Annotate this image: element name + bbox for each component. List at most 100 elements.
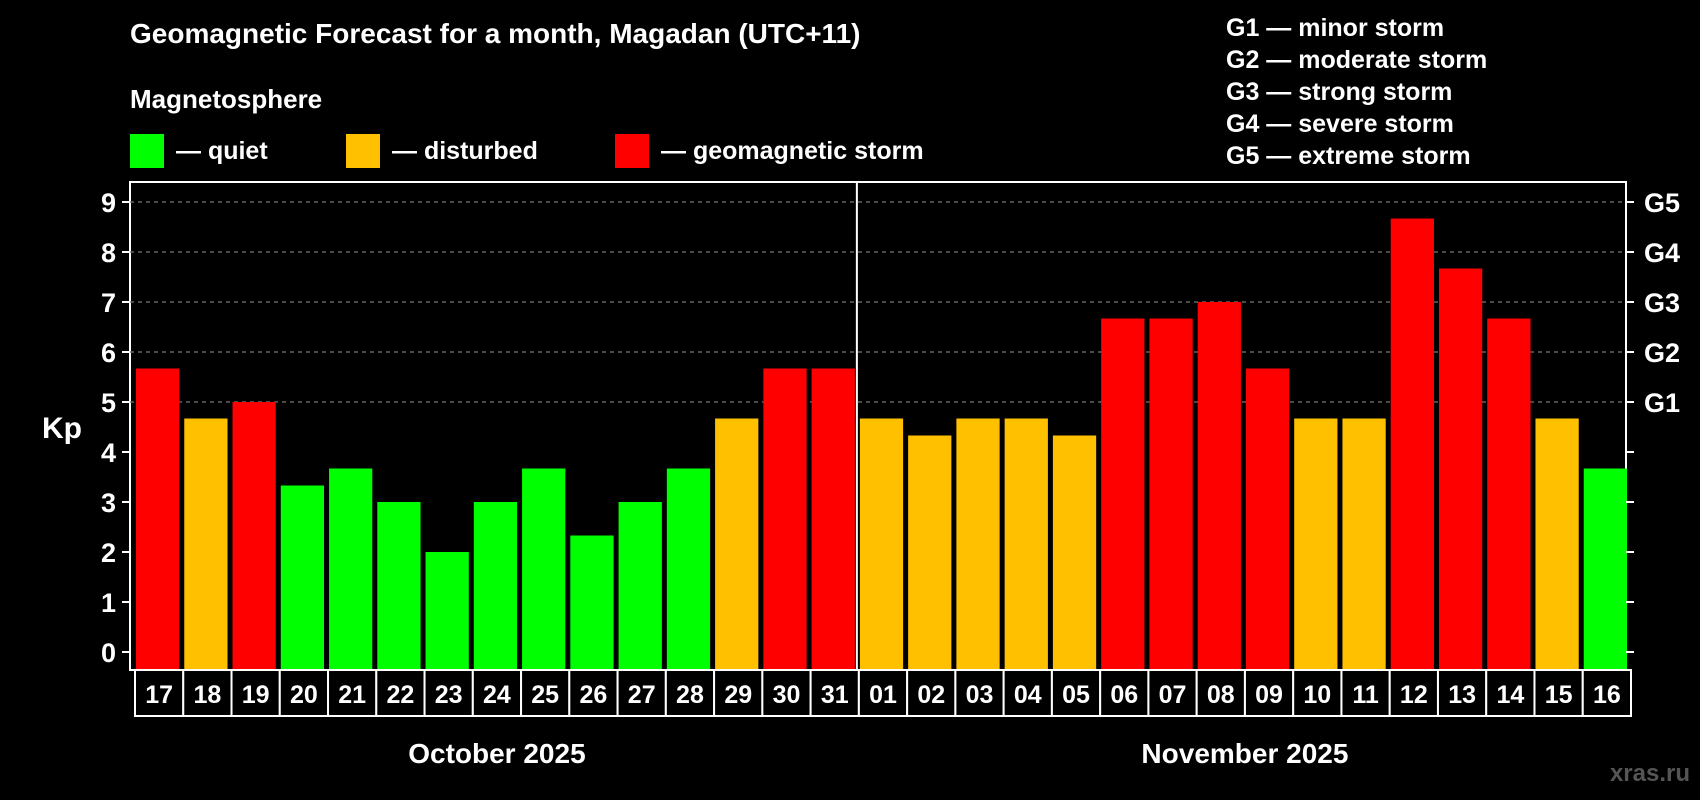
date-cell-24 (471, 669, 523, 717)
date-cell-07 (1147, 669, 1198, 717)
storm-level-g1: G1 — minor storm (1226, 14, 1445, 42)
date-cell-29 (713, 669, 764, 717)
date-label: 15 (1545, 681, 1573, 709)
y-tick-label: 0 (101, 638, 116, 668)
date-label: 05 (1062, 681, 1090, 709)
storm-level-g4: G4 — severe storm (1226, 110, 1454, 138)
g-level-label: G1 (1644, 388, 1680, 418)
date-cell-20 (278, 669, 330, 717)
bar-25 (522, 468, 566, 670)
date-cell-16 (1581, 669, 1633, 717)
bar-16 (1583, 468, 1627, 670)
bar-10 (1294, 418, 1338, 670)
date-cell-01 (857, 669, 909, 717)
legend-item-quiet: — quiet (130, 134, 268, 168)
date-label: 11 (1352, 681, 1379, 709)
legend-item-storm: — geomagnetic storm (615, 134, 924, 168)
date-label: 25 (531, 681, 559, 709)
y-tick-label: 9 (101, 188, 116, 218)
bar-09 (1245, 368, 1290, 670)
bar-12 (1390, 218, 1434, 670)
bar-05 (1052, 435, 1097, 670)
date-label: 06 (1110, 681, 1138, 709)
date-label: 02 (917, 681, 945, 709)
date-cell-09 (1243, 669, 1295, 717)
bar-04 (1004, 418, 1048, 670)
bar-03 (956, 418, 1000, 670)
legend-heading: Magnetosphere (130, 84, 323, 114)
date-label: 01 (869, 681, 897, 709)
bar-17 (136, 368, 180, 670)
bar-18 (184, 418, 228, 670)
g-level-label: G5 (1644, 188, 1680, 218)
date-label: 08 (1207, 681, 1235, 709)
date-label: 10 (1303, 681, 1331, 709)
date-label: 18 (193, 681, 221, 709)
date-cell-06 (1099, 669, 1150, 717)
date-label: 12 (1400, 681, 1428, 709)
date-label: 26 (580, 681, 608, 709)
y-tick-label: 7 (101, 288, 116, 318)
month-label: November 2025 (1141, 738, 1348, 769)
bar-28 (666, 468, 711, 670)
y-tick-label: 1 (101, 588, 116, 618)
legend-label-storm: — geomagnetic storm (661, 136, 924, 165)
bar-01 (859, 418, 904, 670)
bar-13 (1438, 268, 1483, 670)
legend-item-disturbed: — disturbed (346, 134, 538, 168)
date-label: 19 (242, 681, 270, 709)
bar-30 (763, 368, 807, 670)
bar-19 (232, 402, 276, 670)
bar-22 (377, 502, 421, 670)
storm-level-g2: G2 — moderate storm (1226, 46, 1488, 74)
date-label: 31 (821, 681, 849, 709)
bar-14 (1487, 318, 1531, 670)
y-tick-label: 3 (101, 488, 116, 518)
date-cell-21 (327, 669, 378, 717)
y-tick-label: 8 (101, 238, 116, 268)
date-cell-27 (616, 669, 667, 717)
legend-swatch-quiet (130, 134, 164, 168)
bar-29 (715, 418, 759, 670)
bar-15 (1535, 418, 1579, 670)
chart-title: Geomagnetic Forecast for a month, Magada… (130, 18, 861, 49)
date-cell-08 (1195, 669, 1246, 717)
bar-27 (618, 502, 662, 670)
g-level-label: G2 (1644, 338, 1680, 368)
date-label: 23 (435, 681, 463, 709)
bar-02 (908, 435, 952, 670)
date-cell-15 (1533, 669, 1584, 717)
date-label: 29 (724, 681, 752, 709)
bar-20 (280, 485, 325, 670)
bar-24 (473, 502, 518, 670)
date-cell-30 (761, 669, 812, 717)
bar-23 (425, 552, 469, 670)
date-cell-12 (1388, 669, 1439, 717)
month-label: October 2025 (408, 738, 585, 769)
legend-swatch-storm (615, 134, 649, 168)
date-cell-31 (809, 669, 860, 717)
date-label: 07 (1159, 681, 1187, 709)
date-label: 14 (1496, 681, 1524, 709)
g-level-label: G3 (1644, 288, 1680, 318)
date-cell-26 (568, 669, 619, 717)
date-label: 27 (628, 681, 656, 709)
date-label: 03 (966, 681, 994, 709)
legend-label-quiet: — quiet (176, 136, 268, 165)
bar-21 (329, 468, 373, 670)
bar-06 (1101, 318, 1145, 670)
date-label: 28 (676, 681, 704, 709)
bar-07 (1149, 318, 1193, 670)
date-label: 24 (483, 681, 511, 709)
date-label: 09 (1255, 681, 1283, 709)
y-tick-label: 6 (101, 338, 116, 368)
bar-11 (1342, 418, 1386, 670)
date-label: 04 (1014, 681, 1042, 709)
storm-level-g3: G3 — strong storm (1226, 78, 1453, 106)
date-label: 17 (145, 681, 173, 709)
date-cell-10 (1292, 669, 1343, 717)
bar-26 (570, 535, 614, 670)
watermark: xras.ru (1609, 760, 1690, 787)
y-tick-label: 2 (101, 538, 116, 568)
